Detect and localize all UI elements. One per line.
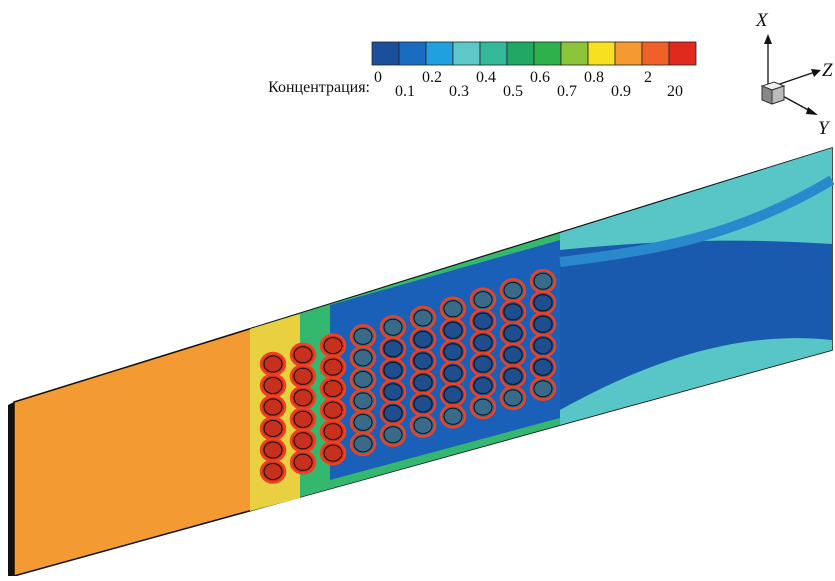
legend-level: 0.4 bbox=[476, 69, 496, 86]
colorbar-swatch bbox=[426, 42, 453, 65]
colorbar-swatch bbox=[669, 42, 696, 65]
colorbar-swatch bbox=[615, 42, 642, 65]
colorbar-swatch bbox=[372, 42, 399, 65]
legend-level: 0.7 bbox=[557, 83, 577, 100]
colorbar-swatch bbox=[399, 42, 426, 65]
legend-level: 0.2 bbox=[422, 69, 442, 86]
colorbar-swatch bbox=[561, 42, 588, 65]
legend-level: 0.6 bbox=[530, 69, 550, 86]
colorbar-swatch bbox=[642, 42, 669, 65]
colorbar: 0 0.1 0.2 0.3 0.4 0.5 0.6 0.7 0.8 0.9 2 20 bbox=[372, 42, 696, 100]
plate-edge bbox=[8, 402, 14, 576]
legend-level: 0.3 bbox=[449, 83, 469, 100]
axis-triad: X Z Y bbox=[755, 10, 833, 139]
x-axis-label: X bbox=[755, 10, 769, 31]
colorbar-swatch bbox=[507, 42, 534, 65]
colorbar-swatch bbox=[480, 42, 507, 65]
figure: 0 0.1 0.2 0.3 0.4 0.5 0.6 0.7 0.8 0.9 2 20 Концентр… bbox=[0, 0, 835, 576]
legend-level: 20 bbox=[667, 83, 683, 100]
colorbar-swatch bbox=[453, 42, 480, 65]
colorbar-swatch bbox=[588, 42, 615, 65]
colorbar-swatch bbox=[534, 42, 561, 65]
legend-level: 2 bbox=[644, 69, 652, 86]
legend-label: Концентрация: bbox=[268, 79, 370, 96]
legend-level: 0.5 bbox=[503, 83, 523, 100]
legend-level: 0.9 bbox=[611, 83, 631, 100]
legend-level: 0.8 bbox=[584, 69, 604, 86]
z-axis-label: Z bbox=[822, 60, 833, 81]
legend-level: 0 bbox=[374, 69, 382, 86]
y-axis-label: Y bbox=[818, 118, 831, 139]
legend-level: 0.1 bbox=[395, 83, 415, 100]
